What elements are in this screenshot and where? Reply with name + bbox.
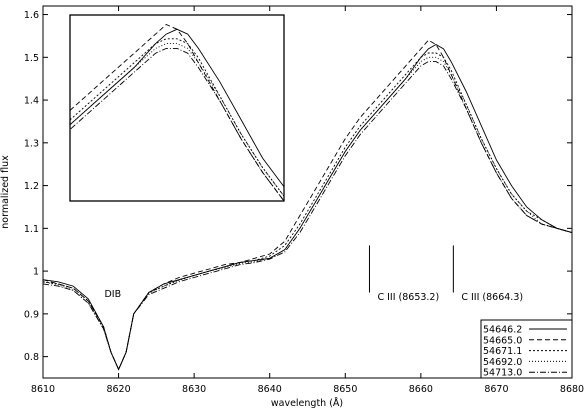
main-plot-area [43, 39, 572, 371]
legend-box [480, 319, 573, 379]
y-axis-ticks: 0.8 0.9 1 1.1 1.2 1.3 1.4 1.5 1.6 [24, 10, 572, 363]
x-tick-label: 8650 [333, 384, 357, 395]
inset-series-line-54665.0 [70, 23, 284, 201]
y-tick-label: 1.3 [24, 138, 39, 149]
annotation-label: DIB [104, 289, 121, 300]
y-tick-label: 1.5 [24, 53, 39, 64]
x-axis-label: wavelength (Å) [271, 397, 343, 409]
x-tick-label: 8640 [258, 384, 282, 395]
inset-plot [69, 14, 285, 202]
legend-label: 54713.0 [483, 368, 522, 379]
inset-frame [69, 14, 285, 202]
legend-label: 54665.0 [483, 335, 522, 346]
x-tick-label: 8660 [409, 384, 433, 395]
series-line-54671.1 [43, 52, 572, 371]
x-tick-label: 8680 [560, 384, 584, 395]
y-tick-label: 1.1 [24, 224, 39, 235]
inset-series-line-54671.1 [70, 38, 284, 197]
x-tick-label: 8620 [106, 384, 130, 395]
annotation-label: C III (8664.3) [461, 292, 523, 303]
inset-series-line-54713.0 [70, 47, 284, 201]
x-tick-label: 8670 [484, 384, 508, 395]
y-tick-label: 0.9 [24, 309, 39, 320]
series-line-54713.0 [43, 61, 572, 371]
legend-label: 54671.1 [483, 346, 522, 357]
legend-label: 54646.2 [483, 325, 522, 336]
x-tick-label: 8610 [31, 384, 55, 395]
y-tick-label: 0.8 [24, 352, 39, 363]
x-tick-label: 8630 [182, 384, 206, 395]
x-axis-ticks: 8610 8620 8630 8640 8650 8660 8670 8680 [31, 6, 584, 395]
annotation-label: C III (8653.2) [377, 292, 439, 303]
y-tick-label: 1.2 [24, 181, 39, 192]
legend-label: 54692.0 [483, 357, 522, 368]
plot-frame [42, 5, 573, 379]
y-tick-label: 1 [33, 267, 39, 278]
y-tick-label: 1.4 [24, 96, 39, 107]
annotations: DIB C III (8653.2) C III (8664.3) [104, 245, 523, 303]
y-axis-label: normalized flux [0, 155, 11, 229]
y-tick-label: 1.6 [24, 10, 39, 21]
